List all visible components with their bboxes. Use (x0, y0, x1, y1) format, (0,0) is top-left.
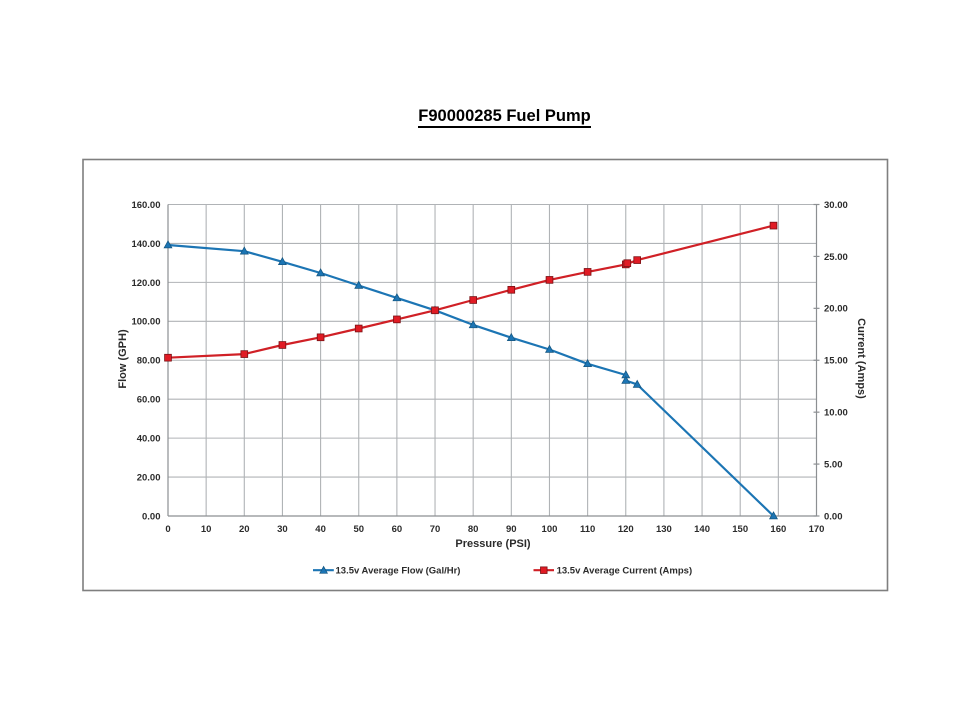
svg-text:20: 20 (239, 524, 250, 535)
svg-text:Pressure (PSI): Pressure (PSI) (455, 538, 531, 550)
svg-text:13.5v Average Current (Amps): 13.5v Average Current (Amps) (557, 566, 693, 577)
svg-text:10.00: 10.00 (824, 408, 848, 419)
svg-text:140.00: 140.00 (131, 239, 160, 250)
svg-text:120.00: 120.00 (131, 278, 160, 289)
svg-text:13.5v Average Flow (Gal/Hr): 13.5v Average Flow (Gal/Hr) (336, 566, 461, 577)
svg-text:20.00: 20.00 (824, 304, 848, 315)
svg-text:100: 100 (542, 524, 558, 535)
svg-text:170: 170 (809, 524, 825, 535)
svg-text:40: 40 (315, 524, 326, 535)
svg-text:110: 110 (580, 524, 595, 535)
svg-text:20.00: 20.00 (137, 472, 161, 483)
svg-text:40.00: 40.00 (137, 434, 161, 445)
svg-text:160: 160 (770, 524, 786, 535)
svg-text:140: 140 (694, 524, 710, 535)
svg-text:0: 0 (165, 524, 170, 535)
svg-text:60.00: 60.00 (137, 395, 161, 406)
svg-text:80.00: 80.00 (137, 356, 161, 367)
svg-text:50: 50 (353, 524, 364, 535)
svg-text:100.00: 100.00 (131, 317, 160, 328)
svg-text:120: 120 (618, 524, 634, 535)
svg-text:130: 130 (656, 524, 672, 535)
svg-text:15.00: 15.00 (824, 356, 848, 367)
svg-text:150: 150 (732, 524, 748, 535)
svg-text:5.00: 5.00 (824, 459, 843, 470)
svg-text:0.00: 0.00 (824, 511, 843, 522)
svg-text:0.00: 0.00 (142, 511, 161, 522)
svg-text:10: 10 (201, 524, 212, 535)
svg-text:Flow (GPH): Flow (GPH) (117, 329, 129, 389)
svg-text:30.00: 30.00 (824, 200, 848, 211)
svg-text:25.00: 25.00 (824, 252, 848, 263)
svg-text:160.00: 160.00 (131, 200, 160, 211)
svg-text:30: 30 (277, 524, 288, 535)
svg-text:80: 80 (468, 524, 479, 535)
svg-text:Current (Amps): Current (Amps) (855, 318, 867, 399)
svg-text:90: 90 (506, 524, 517, 535)
svg-text:60: 60 (392, 524, 403, 535)
svg-text:70: 70 (430, 524, 441, 535)
